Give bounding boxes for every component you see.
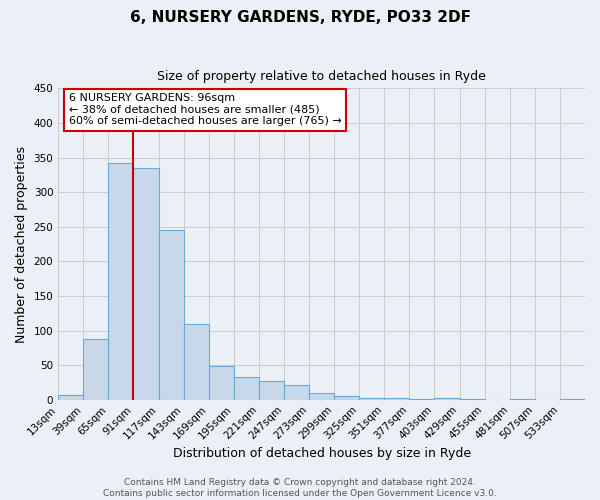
Bar xyxy=(409,399,434,400)
Bar xyxy=(158,230,184,400)
Title: Size of property relative to detached houses in Ryde: Size of property relative to detached ho… xyxy=(157,70,486,83)
Bar xyxy=(83,339,109,400)
Bar xyxy=(510,399,535,400)
Bar xyxy=(434,398,460,400)
Bar xyxy=(109,163,133,400)
Y-axis label: Number of detached properties: Number of detached properties xyxy=(15,146,28,342)
Bar xyxy=(385,398,409,400)
Bar xyxy=(184,324,209,400)
Bar xyxy=(560,399,585,400)
Bar xyxy=(334,396,359,400)
Bar xyxy=(133,168,158,400)
Text: 6, NURSERY GARDENS, RYDE, PO33 2DF: 6, NURSERY GARDENS, RYDE, PO33 2DF xyxy=(130,10,470,25)
Bar xyxy=(209,366,234,400)
Bar xyxy=(234,377,259,400)
Bar xyxy=(359,398,385,400)
Bar xyxy=(309,393,334,400)
Bar xyxy=(460,399,485,400)
Text: 6 NURSERY GARDENS: 96sqm
← 38% of detached houses are smaller (485)
60% of semi-: 6 NURSERY GARDENS: 96sqm ← 38% of detach… xyxy=(69,93,341,126)
Bar xyxy=(284,384,309,400)
Text: Contains HM Land Registry data © Crown copyright and database right 2024.
Contai: Contains HM Land Registry data © Crown c… xyxy=(103,478,497,498)
Bar xyxy=(58,395,83,400)
Bar xyxy=(259,381,284,400)
X-axis label: Distribution of detached houses by size in Ryde: Distribution of detached houses by size … xyxy=(173,447,470,460)
